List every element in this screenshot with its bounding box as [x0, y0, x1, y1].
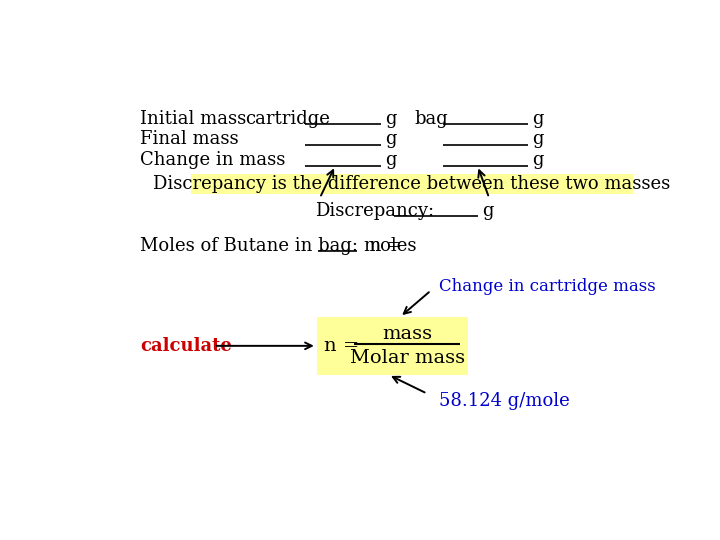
Text: g: g — [533, 110, 544, 127]
Text: calculate: calculate — [140, 337, 233, 355]
Text: bag: bag — [414, 110, 448, 127]
Text: g: g — [533, 151, 544, 169]
Bar — [317, 317, 468, 375]
Text: Molar mass: Molar mass — [350, 349, 465, 367]
Text: Moles of Butane in bag:  n =: Moles of Butane in bag: n = — [140, 237, 408, 255]
Text: Final mass: Final mass — [140, 131, 239, 149]
Text: Change in cartridge mass: Change in cartridge mass — [438, 278, 655, 295]
Text: cartridge: cartridge — [245, 110, 330, 127]
Text: Change in mass: Change in mass — [140, 151, 286, 169]
Text: g: g — [482, 202, 494, 220]
Text: mass: mass — [383, 325, 433, 342]
Text: g: g — [385, 131, 397, 149]
Text: Discrepancy:: Discrepancy: — [315, 202, 434, 220]
Text: g: g — [533, 131, 544, 149]
Text: g: g — [385, 110, 397, 127]
Bar — [191, 174, 632, 194]
Text: g: g — [385, 151, 397, 169]
Text: Initial mass: Initial mass — [140, 110, 247, 127]
Text: n =: n = — [325, 337, 366, 355]
Text: 58.124 g/mole: 58.124 g/mole — [438, 392, 570, 410]
Text: Discrepancy is the difference between these two masses: Discrepancy is the difference between th… — [153, 175, 670, 193]
Text: moles: moles — [363, 237, 416, 255]
